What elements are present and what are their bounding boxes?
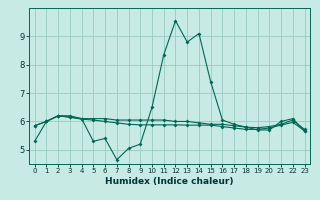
X-axis label: Humidex (Indice chaleur): Humidex (Indice chaleur) — [105, 177, 234, 186]
